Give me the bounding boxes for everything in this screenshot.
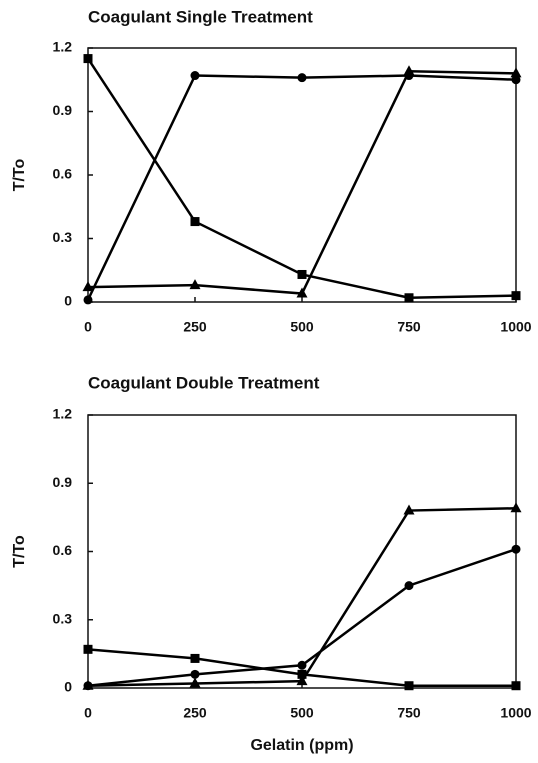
marker bbox=[296, 287, 308, 298]
marker bbox=[83, 644, 93, 654]
marker bbox=[190, 653, 200, 663]
marker bbox=[83, 295, 93, 305]
series-line bbox=[87, 507, 517, 687]
y-axis-label: T/To bbox=[11, 535, 28, 568]
x-tick-label: 1000 bbox=[500, 319, 531, 335]
y-tick-label: 0.9 bbox=[53, 102, 73, 118]
marker bbox=[404, 581, 414, 591]
x-tick-label: 250 bbox=[183, 705, 207, 721]
marker bbox=[403, 504, 415, 515]
marker bbox=[403, 65, 415, 76]
marker bbox=[189, 677, 201, 688]
x-axis-label: Gelatin (ppm) bbox=[250, 737, 353, 754]
y-tick-label: 1.2 bbox=[53, 406, 73, 422]
x-tick-label: 750 bbox=[397, 319, 421, 335]
marker bbox=[404, 681, 414, 691]
x-tick-label: 500 bbox=[290, 319, 314, 335]
chart-title: Coagulant Double Treatment bbox=[88, 373, 320, 392]
y-axis-label: T/To bbox=[11, 158, 28, 191]
x-tick-label: 1000 bbox=[500, 705, 531, 721]
marker bbox=[511, 681, 521, 691]
marker bbox=[510, 502, 522, 513]
y-tick-label: 0.6 bbox=[53, 542, 73, 558]
chart-title: Coagulant Single Treatment bbox=[88, 7, 313, 26]
series-line bbox=[86, 74, 517, 301]
marker bbox=[190, 669, 200, 679]
plot-frame bbox=[87, 414, 517, 689]
x-tick-label: 250 bbox=[183, 319, 207, 335]
marker bbox=[82, 679, 94, 690]
y-tick-label: 0.3 bbox=[53, 610, 73, 626]
marker bbox=[297, 669, 307, 679]
marker bbox=[510, 67, 522, 78]
y-tick-label: 0.6 bbox=[53, 166, 73, 182]
marker bbox=[297, 269, 307, 279]
marker bbox=[511, 291, 521, 301]
x-tick-label: 750 bbox=[397, 705, 421, 721]
y-tick-label: 0 bbox=[64, 679, 72, 695]
series-line bbox=[87, 70, 517, 295]
marker bbox=[297, 660, 307, 670]
marker bbox=[83, 54, 93, 64]
marker bbox=[297, 73, 307, 83]
marker bbox=[511, 75, 521, 85]
marker bbox=[511, 544, 521, 554]
x-tick-label: 500 bbox=[290, 705, 314, 721]
y-tick-label: 0.9 bbox=[53, 474, 73, 490]
marker bbox=[190, 71, 200, 81]
marker bbox=[296, 675, 308, 686]
y-tick-label: 0 bbox=[64, 293, 72, 309]
marker bbox=[404, 293, 414, 303]
marker bbox=[189, 279, 201, 290]
y-tick-label: 1.2 bbox=[53, 39, 73, 55]
marker bbox=[190, 217, 200, 227]
plot-frame bbox=[87, 47, 517, 303]
x-tick-label: 0 bbox=[84, 319, 92, 335]
y-tick-label: 0.3 bbox=[53, 229, 73, 245]
x-tick-label: 0 bbox=[84, 705, 92, 721]
marker bbox=[82, 281, 94, 292]
series-line bbox=[86, 57, 517, 300]
